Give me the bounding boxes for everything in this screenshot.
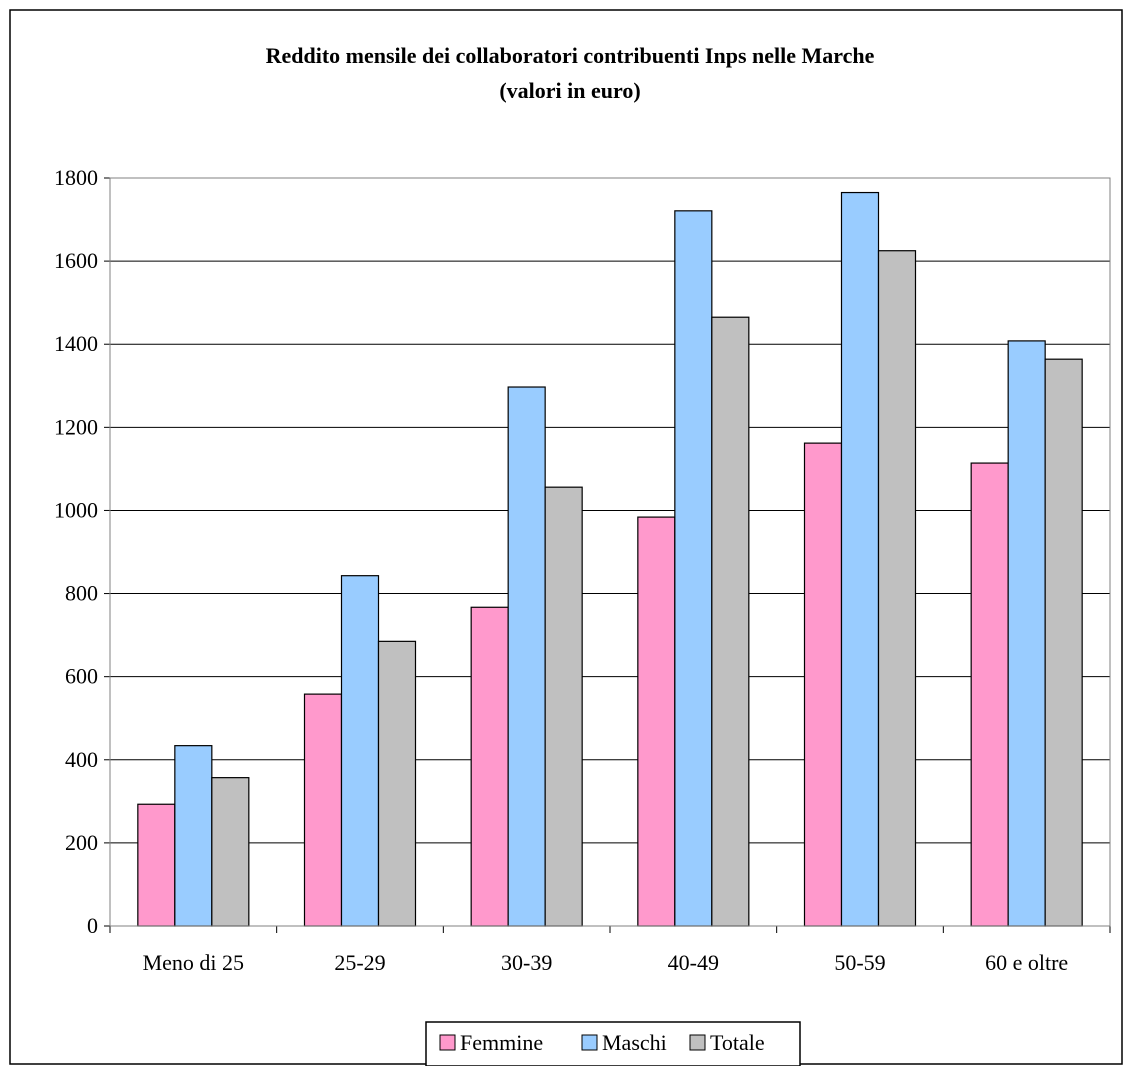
y-tick-label: 800 [65, 581, 98, 606]
chart-subtitle: (valori in euro) [499, 78, 640, 103]
bar-maschi-4 [840, 191, 880, 927]
legend-label-maschi: Maschi [602, 1030, 667, 1055]
bar-femmine-4 [803, 442, 843, 927]
x-axis-ticks: Meno di 25 25-29 30-39 40-49 50-59 60 e oltre [109, 926, 1111, 975]
y-axis-ticks: 0 200 400 600 800 1000 1200 1400 1600 1800 [54, 165, 1110, 938]
legend-box [425, 1021, 801, 1067]
y-tick-label: 200 [65, 830, 98, 855]
bar-femmine-5 [970, 462, 1009, 927]
x-tick-label: 60 e oltre [985, 950, 1068, 975]
x-tick-label: Meno di 25 [143, 950, 244, 975]
bar-totale-3 [711, 316, 750, 927]
bar-maschi-3 [674, 210, 713, 927]
plot-area-border [109, 177, 1111, 927]
legend-label-femmine: Femmine [460, 1030, 543, 1055]
bar-femmine-1 [303, 693, 343, 927]
legend-label-totale: Totale [710, 1030, 765, 1055]
chart-title: Reddito mensile dei collaboratori contri… [266, 43, 875, 68]
legend-swatch-totale [689, 1034, 706, 1051]
bar-femmine-0 [137, 803, 176, 927]
bar-totale-1 [377, 640, 417, 927]
x-tick-label: 50-59 [834, 950, 885, 975]
legend-swatch-femmine [439, 1034, 456, 1051]
bar-totale-5 [1044, 358, 1083, 927]
y-tick-label: 1000 [54, 497, 98, 522]
y-tick-label: 1600 [54, 248, 98, 273]
x-tick-label: 40-49 [668, 950, 719, 975]
y-tick-label: 1200 [54, 414, 98, 439]
bar-maschi-5 [1007, 340, 1046, 927]
y-tick-label: 1400 [54, 331, 98, 356]
bar-maschi-2 [507, 386, 546, 927]
y-tick-label: 400 [65, 747, 98, 772]
x-tick-label: 30-39 [501, 950, 552, 975]
bar-totale-0 [211, 777, 250, 927]
bars [137, 191, 1083, 927]
legend: Femmine Maschi Totale [425, 1021, 801, 1067]
bar-totale-4 [877, 250, 917, 927]
bar-totale-2 [544, 486, 583, 927]
y-tick-label: 1800 [54, 165, 98, 190]
legend-swatch-maschi [581, 1034, 598, 1051]
bar-femmine-3 [637, 516, 676, 927]
y-tick-label: 600 [65, 664, 98, 689]
bar-maschi-0 [174, 745, 213, 927]
x-tick-label: 25-29 [334, 950, 385, 975]
bar-maschi-1 [340, 575, 380, 927]
y-tick-label: 0 [87, 913, 98, 938]
bar-femmine-2 [470, 606, 509, 927]
